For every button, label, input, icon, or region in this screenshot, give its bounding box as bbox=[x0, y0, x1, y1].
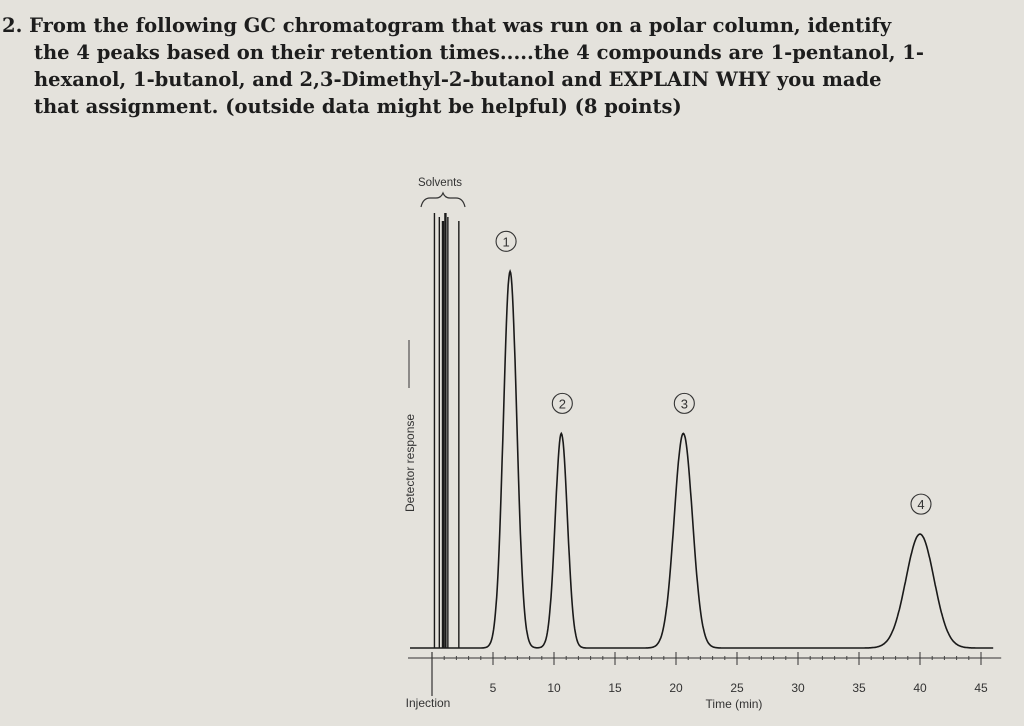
peak-label-4: 4 bbox=[917, 497, 924, 512]
x-tick-label-30: 30 bbox=[791, 681, 805, 695]
peak-marker-circle bbox=[495, 230, 517, 252]
question-text: 2. From the following GC chromatogram th… bbox=[2, 12, 924, 120]
peak-label-1: 1 bbox=[502, 234, 509, 249]
question-line-4: that assignment. (outside data might be … bbox=[34, 95, 682, 118]
solvents-label: Solvents bbox=[418, 177, 462, 189]
question-line-1: 2. From the following GC chromatogram th… bbox=[2, 14, 892, 37]
peak-marker-circle bbox=[673, 392, 695, 414]
x-tick-label-20: 20 bbox=[669, 681, 683, 695]
x-tick-label-10: 10 bbox=[547, 681, 561, 695]
peak-marker-circle bbox=[910, 493, 932, 515]
question-line-3: hexanol, 1-butanol, and 2,3-Dimethyl-2-b… bbox=[34, 68, 882, 91]
x-axis-label: Time (min) bbox=[706, 697, 763, 711]
injection-label: Injection bbox=[406, 696, 451, 710]
x-tick-label-35: 35 bbox=[852, 681, 866, 695]
question-line-2: the 4 peaks based on their retention tim… bbox=[34, 41, 924, 64]
y-axis-label: Detector response bbox=[403, 414, 417, 512]
x-axis: 5 10 15 20 25 30 35 40 45 bbox=[408, 652, 1002, 696]
solvent-peaks bbox=[433, 213, 460, 648]
peak-marker-circle bbox=[551, 392, 573, 414]
x-tick-label-15: 15 bbox=[608, 681, 622, 695]
x-tick-label-45: 45 bbox=[974, 681, 988, 695]
peak-label-2: 2 bbox=[559, 396, 566, 411]
chromatogram-trace bbox=[410, 269, 994, 649]
solvents-brace bbox=[420, 191, 466, 208]
peak-label-3: 3 bbox=[681, 396, 688, 411]
x-tick-label-5: 5 bbox=[490, 681, 497, 695]
x-tick-label-40: 40 bbox=[913, 681, 927, 695]
peak-markers: 1 2 3 4 bbox=[495, 230, 932, 515]
x-tick-label-25: 25 bbox=[730, 681, 744, 695]
